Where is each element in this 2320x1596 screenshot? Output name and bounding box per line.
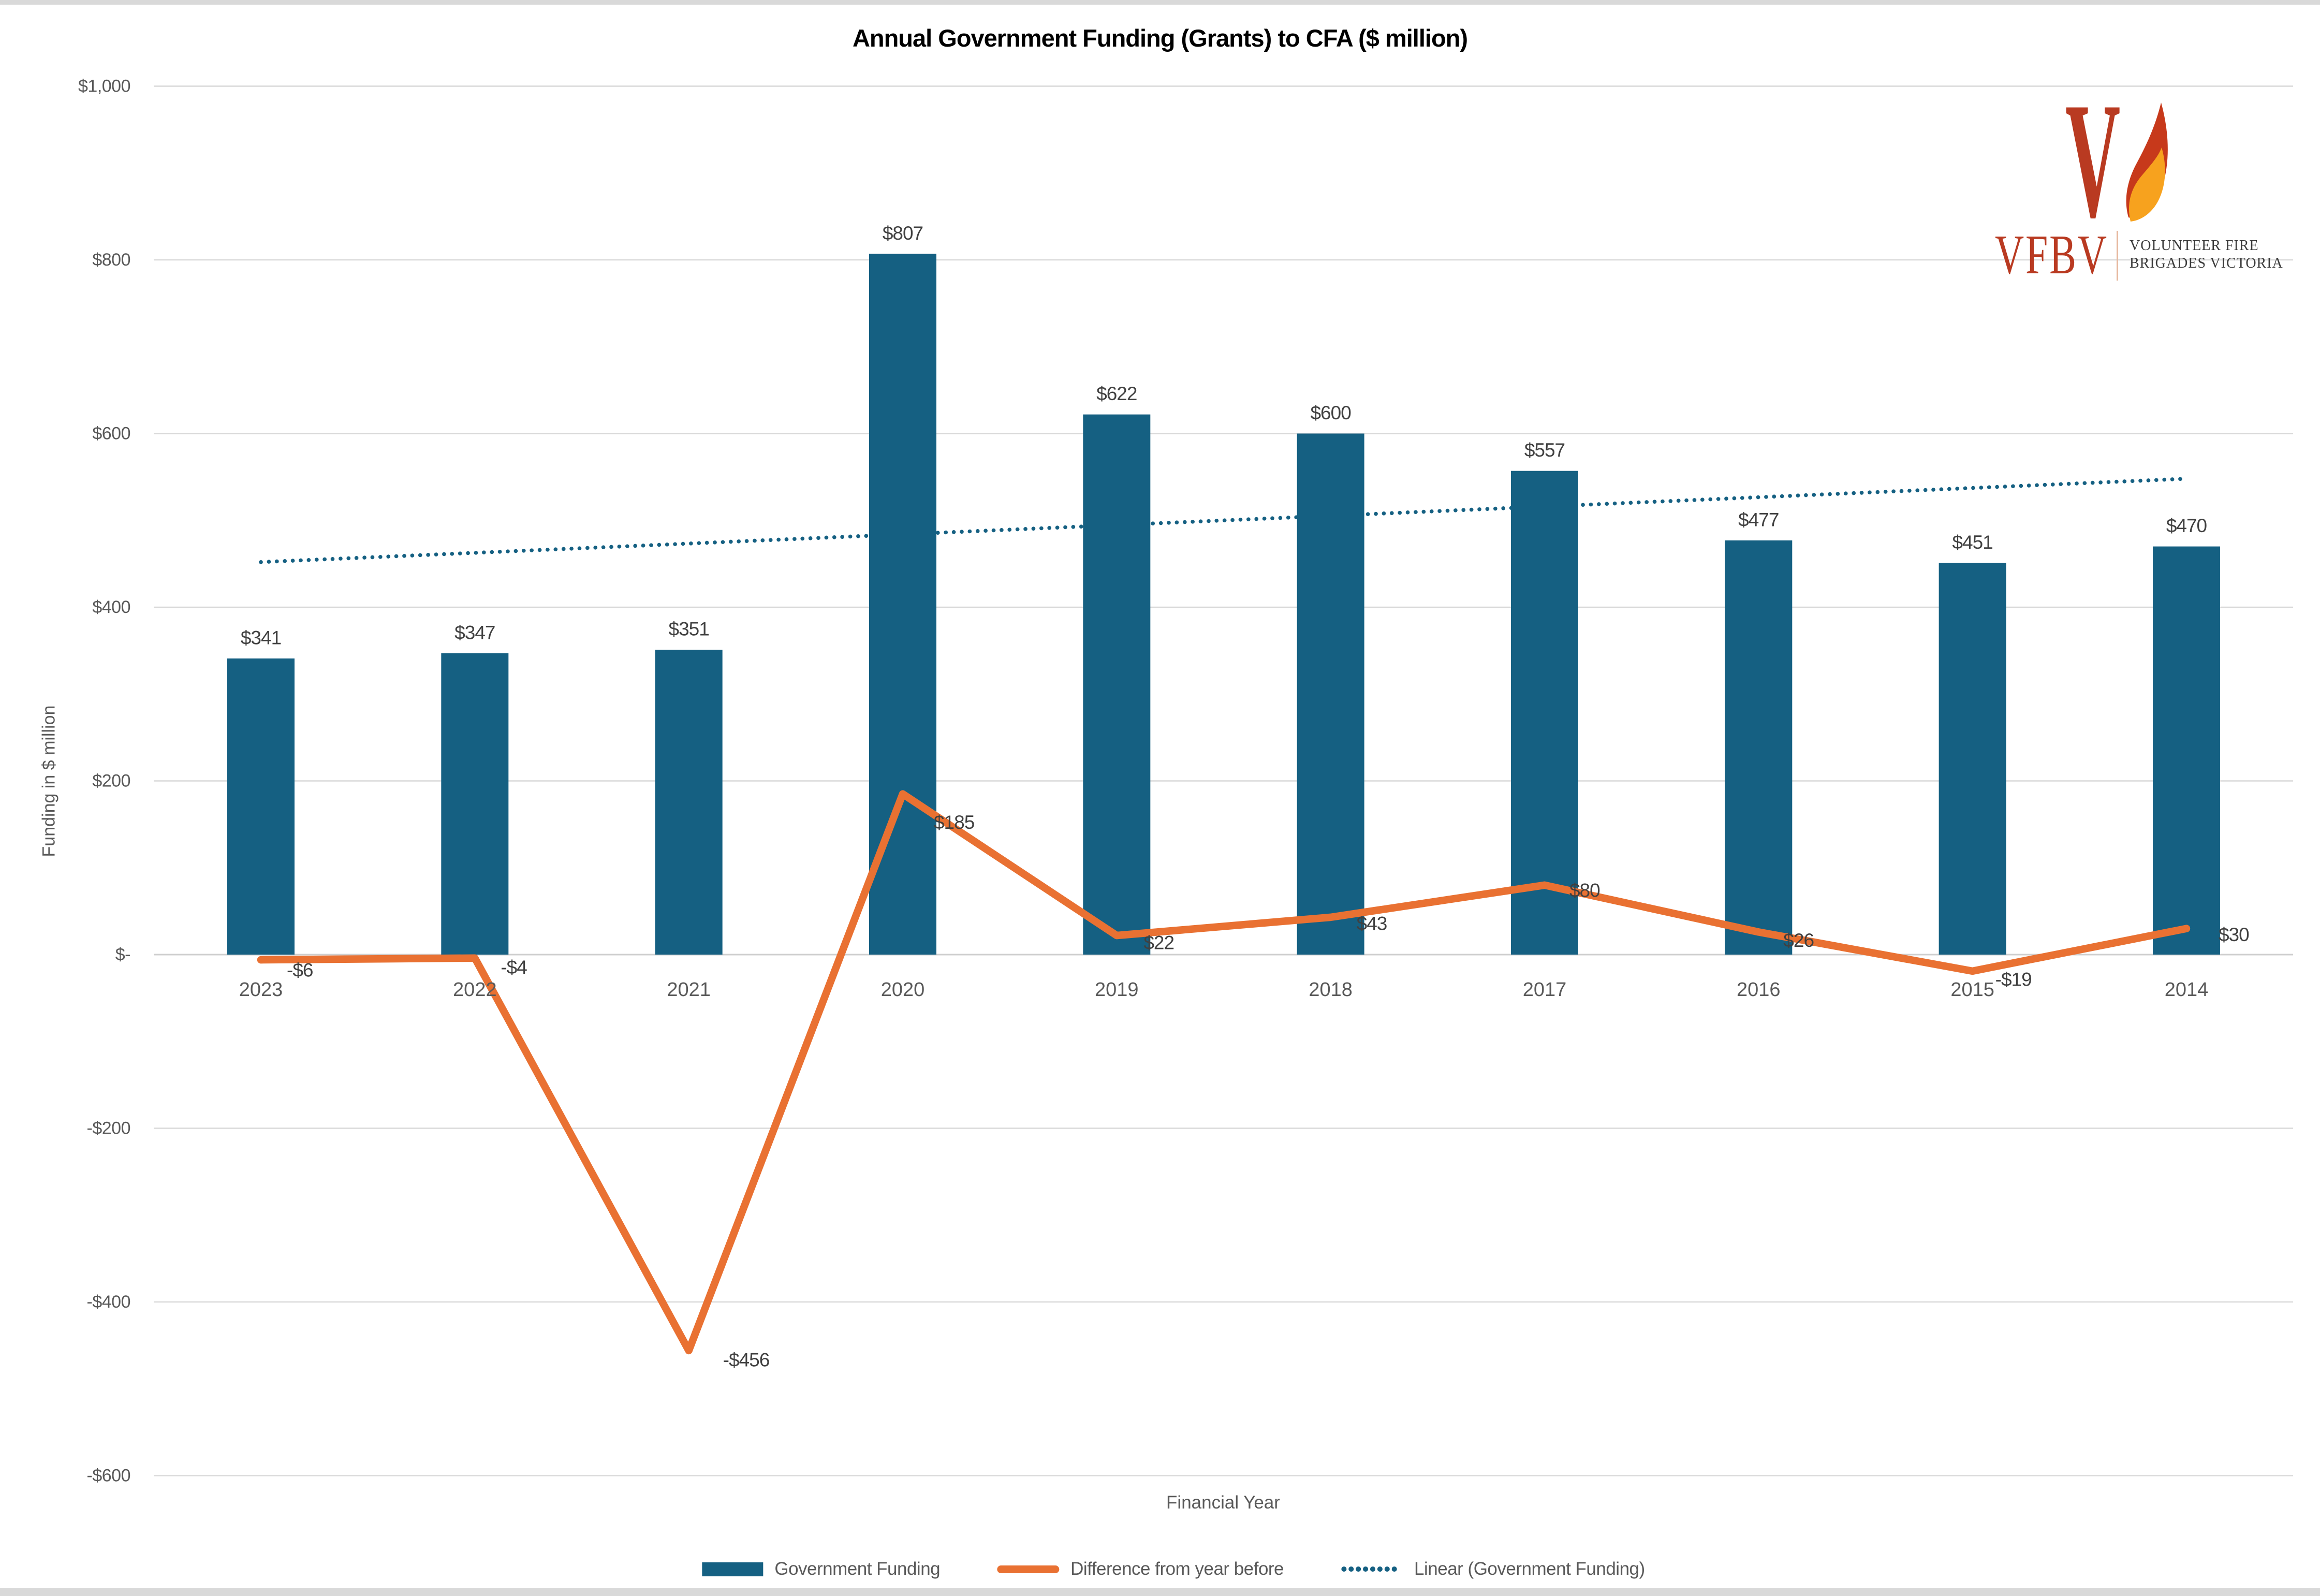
line-data-label: -$456 [723,1349,770,1370]
bar-data-label: $557 [1524,440,1565,461]
line-data-label: -$6 [287,960,313,981]
y-tick-label: $200 [92,771,130,791]
bar-data-label: $600 [1310,402,1351,423]
bar-2019[interactable] [1083,414,1151,955]
vfbv-flame-mark: V [2065,93,2168,252]
logo-org-line1: VOLUNTEER FIRE [2130,238,2259,254]
x-tick-label-2015: 2015 [1950,979,1994,1001]
dotted-swatch-icon [1341,1566,1403,1572]
gridlines: $1,000 $800 $600 $400 $200 $- -$200 -$400 -$600 [78,77,2293,1486]
y-tick-label: $400 [92,597,130,617]
x-tick-label-2017: 2017 [1523,979,1567,1001]
x-tick-label-2019: 2019 [1095,979,1139,1001]
logo-acronym: VFBV [1995,224,2108,286]
x-axis-title: Financial Year [1166,1492,1280,1513]
line-swatch-icon [997,1565,1060,1573]
y-tick-label: -$400 [87,1292,130,1312]
line-data-label: $43 [1357,913,1387,934]
bar-2020[interactable] [869,254,936,955]
bar-data-label: $341 [241,627,281,648]
logo-v-glyph: V [2065,93,2120,252]
chart-title: Annual Government Funding (Grants) to CF… [852,24,1468,52]
x-tick-label-2020: 2020 [881,979,925,1001]
bar-data-label: $451 [1952,532,1992,553]
bar-data-label: $477 [1738,509,1779,530]
bar-2015[interactable] [1939,563,2006,955]
line-data-label: $22 [1143,932,1174,954]
flame-inner-icon [2128,148,2165,222]
legend-label: Difference from year before [1070,1559,1284,1579]
bar-data-label: $807 [883,223,923,244]
bar-data-label: $351 [669,619,709,640]
line-data-label: -$19 [1995,969,2032,990]
x-tick-label-2022: 2022 [453,979,497,1001]
y-tick-label: -$200 [87,1119,130,1138]
legend-label: Linear (Government Funding) [1414,1559,1645,1579]
y-tick-label: $1,000 [78,77,130,96]
logo-org-line2: BRIGADES VICTORIA [2130,255,2283,271]
line-data-label: $30 [2219,924,2249,945]
x-tick-label-2023: 2023 [239,979,283,1001]
bar-2023[interactable] [227,658,295,955]
y-tick-label: $- [115,945,130,964]
bar-swatch-icon [702,1562,763,1576]
line-data-label: $185 [934,812,975,833]
bar-data-label: $470 [2166,515,2207,536]
difference-line[interactable] [257,790,2191,1355]
y-tick-label: $600 [92,424,130,444]
bar-2021[interactable] [655,650,723,955]
logo-divider [2117,231,2118,281]
bar-2014[interactable] [2152,546,2220,955]
x-tick-label-2014: 2014 [2165,979,2209,1001]
bar-2017[interactable] [1510,471,1578,955]
linear-trendline[interactable] [259,476,2189,564]
chart-legend: Government Funding Difference from year … [702,1559,1645,1579]
bar-2016[interactable] [1725,540,1793,955]
x-tick-label-2016: 2016 [1737,979,1781,1001]
legend-item-government-funding[interactable]: Government Funding [702,1559,941,1579]
bar-data-label: $622 [1096,383,1137,404]
x-tick-label-2021: 2021 [667,979,711,1001]
legend-item-difference[interactable]: Difference from year before [997,1559,1284,1579]
line-data-label: -$4 [501,957,527,978]
bar-2022[interactable] [441,653,509,955]
bar-data-label: $347 [454,622,495,643]
bar-series [227,254,2220,955]
vfbv-logo: V VFBV VOLUNTEER FIRE BRIGADES VICTORIA [1995,93,2283,286]
y-tick-label: -$600 [87,1466,130,1486]
bar-2018[interactable] [1297,433,1364,955]
window-top-edge [0,0,2320,5]
x-tick-label-2018: 2018 [1309,979,1353,1001]
legend-item-linear-trend[interactable]: Linear (Government Funding) [1341,1559,1645,1579]
legend-label: Government Funding [774,1559,941,1579]
line-data-label: $80 [1569,880,1600,901]
window-bottom-edge [0,1588,2320,1596]
y-tick-label: $800 [92,250,130,270]
line-data-label: $26 [1783,930,1814,951]
